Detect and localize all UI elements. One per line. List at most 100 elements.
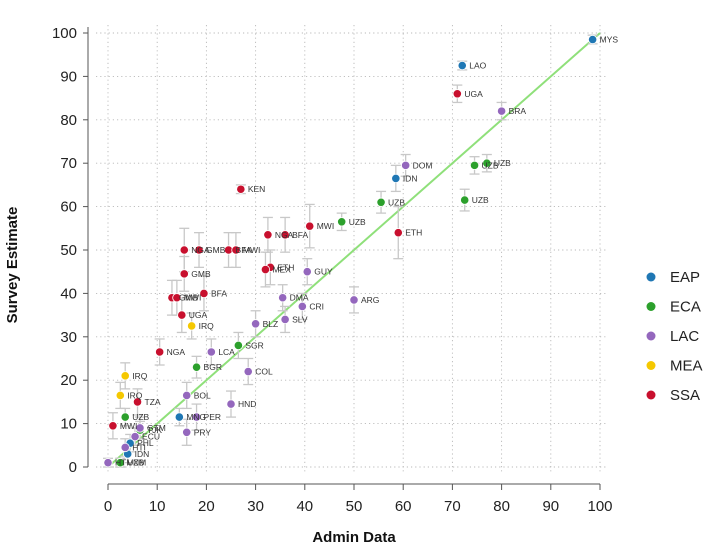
- point-label: PER: [204, 412, 221, 422]
- point-label: BFA: [236, 245, 252, 255]
- y-tick-label: 60: [60, 199, 77, 216]
- legend-marker-lac: [646, 331, 656, 341]
- point-eca-uzb: [120, 412, 130, 422]
- point-lac-hnd: [226, 399, 236, 409]
- y-tick-label: 30: [60, 329, 77, 346]
- point-label: PHL: [137, 438, 154, 448]
- legend-label-lac: LAC: [670, 328, 699, 345]
- point-label: NGA: [275, 230, 294, 240]
- point-label: ETH: [405, 228, 422, 238]
- point-lac-per: [191, 412, 202, 422]
- point-eap-lao: [457, 60, 467, 71]
- point-mea-irq: [120, 371, 130, 381]
- point-label: GMB: [179, 293, 199, 303]
- x-tick-label: 10: [149, 498, 166, 515]
- y-tick-label: 100: [52, 25, 77, 42]
- point-eca-uzb: [482, 158, 492, 168]
- y-tick-label: 20: [60, 372, 77, 389]
- point-label: MEX: [272, 265, 291, 275]
- x-tick-label: 60: [395, 498, 412, 515]
- point-eca-uzb: [337, 217, 347, 227]
- x-tick-label: 70: [444, 498, 461, 515]
- point-lac-dom: [401, 160, 411, 170]
- point-label: CRI: [309, 301, 324, 311]
- x-tick-label: 50: [346, 498, 363, 515]
- point-label: LCA: [218, 347, 235, 357]
- point-lac-bol: [182, 390, 192, 400]
- point-label: UGA: [189, 310, 208, 320]
- point-lac-cri: [297, 301, 307, 312]
- legend-label-eca: ECA: [670, 299, 701, 316]
- point-mea-irq: [115, 390, 125, 400]
- point-label: DOM: [413, 160, 433, 170]
- point-lac-gtm: [135, 423, 145, 433]
- point-ssa-gmb: [179, 269, 189, 279]
- point-label: GMB: [191, 269, 211, 279]
- y-tick-label: 70: [60, 155, 77, 172]
- point-lac-slv: [280, 314, 290, 325]
- point-ssa-mex: [260, 264, 271, 275]
- legend-label-mea: MEA: [670, 358, 703, 375]
- point-ssa-eth: [393, 228, 403, 238]
- point-ssa-tza: [132, 397, 143, 407]
- point-ssa-uga: [177, 310, 187, 320]
- y-axis-title: Survey Estimate: [4, 207, 21, 324]
- point-lac-pry: [182, 427, 192, 437]
- point-label: MNG: [186, 412, 206, 422]
- point-label: UZB: [127, 458, 144, 468]
- point-eca-sgr: [233, 340, 243, 351]
- point-lac-lca: [206, 347, 216, 357]
- x-tick-label: 20: [198, 498, 215, 515]
- y-tick-label: 40: [60, 285, 77, 302]
- point-lac-dma: [278, 293, 288, 303]
- point-label: GMB: [206, 245, 226, 255]
- point-eca-uzb: [460, 195, 470, 205]
- point-label: MWI: [243, 245, 260, 255]
- legend-marker-mea: [646, 361, 656, 370]
- point-label: TJK: [147, 425, 162, 435]
- point-label: IDN: [135, 449, 150, 459]
- point-eap-idn: [391, 173, 401, 183]
- point-label: ETH: [277, 262, 294, 272]
- point-ssa-mwi: [231, 245, 241, 255]
- point-lac-hti: [103, 458, 113, 468]
- point-label: BFA: [292, 230, 308, 240]
- point-label: MWI: [120, 421, 137, 431]
- point-mea-irq: [187, 321, 197, 331]
- point-label: COL: [255, 367, 273, 377]
- x-tick-label: 0: [104, 498, 112, 515]
- point-label: HND: [238, 399, 256, 409]
- point-label: UZB: [132, 412, 149, 422]
- point-ssa-nga: [155, 347, 165, 357]
- point-label: UZB: [388, 197, 405, 207]
- x-axis-title: Admin Data: [312, 529, 396, 546]
- point-ssa-mwi: [108, 421, 118, 431]
- legend: EAP ECA LAC MEA SSA: [646, 269, 703, 404]
- point-lac-blz: [251, 319, 261, 329]
- point-label: MWI: [317, 221, 334, 231]
- point-label: IRQ: [127, 390, 143, 400]
- point-label: GUY: [314, 267, 333, 277]
- point-label: PRY: [194, 427, 212, 437]
- y-tick-label: 80: [60, 112, 77, 129]
- point-label: SLV: [292, 314, 308, 324]
- point-ssa-mwi: [305, 221, 315, 231]
- point-label: ECU: [142, 432, 160, 442]
- data-points: [103, 34, 598, 468]
- point-label: HTI: [115, 458, 129, 468]
- grid: [96, 25, 608, 473]
- point-eca-bgr: [191, 362, 202, 372]
- point-lac-arg: [349, 295, 359, 305]
- point-ssa-bfa: [280, 230, 290, 240]
- x-tick-label: 100: [587, 498, 612, 515]
- legend-label-ssa: SSA: [670, 387, 700, 404]
- point-label: BGR: [204, 362, 222, 372]
- point-label: SGR: [245, 340, 263, 350]
- legend-marker-ssa: [646, 390, 656, 400]
- point-label: TZA: [145, 397, 161, 407]
- point-lac-guy: [302, 267, 312, 277]
- point-label: VNM: [127, 458, 146, 468]
- point-ssa-mwi: [172, 293, 182, 303]
- point-label: IRQ: [132, 371, 148, 381]
